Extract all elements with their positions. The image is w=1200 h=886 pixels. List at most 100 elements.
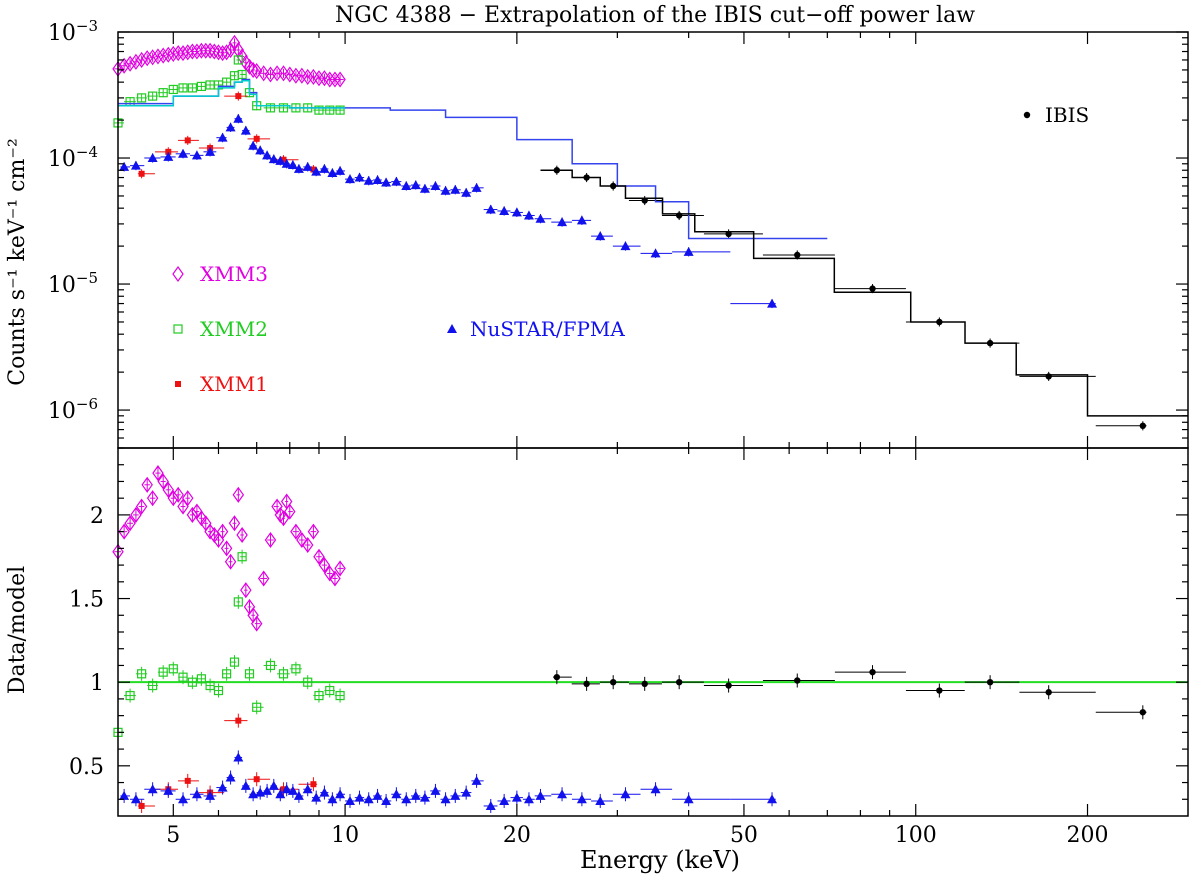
bottom-nustar-fpma-point [191, 789, 202, 799]
bottom-xmm2-point [187, 677, 197, 687]
bottom-xmm3-point [240, 582, 252, 599]
y-axis-label-top: Counts s⁻¹ keV⁻¹ cm⁻² [5, 138, 30, 386]
bottom-xmm3-point [224, 553, 237, 570]
top-xmm2-point [158, 88, 168, 98]
bottom-nustar-fpma-point [440, 794, 451, 804]
top-nustar-fpma-point [372, 174, 383, 184]
top-nustar-fpma-point [130, 160, 141, 170]
top-nustar-fpma-point [535, 213, 546, 223]
top-xmm3-point [172, 45, 184, 62]
top-xmm2-point [237, 69, 247, 80]
bottom-nustar-fpma-point [147, 784, 158, 794]
bottom-xmm2-point [278, 669, 289, 679]
bottom-nustar-fpma-point [327, 794, 338, 804]
legend-marker-xmm1 [175, 381, 181, 387]
top-nustar-fpma-point [240, 125, 251, 135]
bottom-nustar-fpma-point [419, 792, 430, 802]
top-nustar-fpma-point [391, 176, 402, 186]
bottom-nustar-fpma-point [275, 789, 286, 799]
top-xmm3-point [264, 66, 277, 83]
top-nustar-fpma-point [461, 187, 472, 197]
bottom-nustar-fpma-point [225, 772, 236, 782]
top-xmm2-point [178, 83, 188, 93]
bottom-xmm3-point [257, 570, 270, 587]
bottom-xmm2-point [196, 674, 206, 684]
bottom-ibis-point [675, 678, 683, 686]
top-xmm1-point [310, 166, 317, 173]
bottom-nustar-fpma-point [281, 784, 292, 794]
top-nustar-fpma-point [319, 163, 330, 173]
x-tick-label: 20 [503, 823, 531, 848]
bottom-nustar-fpma-point [576, 794, 587, 804]
bottom-xmm1-point [184, 777, 191, 784]
bottom-xmm3-point [182, 490, 194, 507]
top-xmm3-point [200, 42, 212, 59]
top-xmm3-point [135, 51, 148, 68]
bottom-nustar-fpma-point [401, 794, 412, 804]
bottom-nustar-fpma-point [205, 790, 216, 800]
top-xmm3-point [257, 65, 270, 82]
legend-label-nustar: NuSTAR/FPMA [470, 317, 625, 341]
bottom-xmm3-point [250, 615, 263, 632]
bottom-xmm2-point [205, 680, 215, 691]
bottom-xmm3-point [324, 565, 336, 582]
top-model-line-2 [540, 169, 1188, 417]
bottom-nustar-fpma-point [767, 794, 778, 804]
top-xmm3-point [334, 71, 346, 88]
bottom-nustar-fpma-point [620, 789, 631, 799]
bottom-xmm3-point [141, 476, 153, 493]
top-nustar-fpma-point [327, 168, 338, 178]
top-xmm3-point [177, 45, 189, 62]
bottom-xmm3-point [216, 523, 229, 540]
y-tick-label-bottom: 1.5 [69, 588, 104, 613]
bottom-xmm3-point [146, 490, 159, 507]
bottom-xmm2-point [229, 657, 240, 667]
top-nustar-fpma-point [344, 174, 355, 184]
bottom-nustar-fpma-point [354, 792, 365, 802]
bottom-nustar-fpma-point [683, 794, 694, 804]
bottom-xmm3-point [172, 486, 184, 503]
top-nustar-fpma-point [311, 166, 322, 176]
bottom-nustar-fpma-point [410, 790, 421, 800]
top-nustar-fpma-point [287, 160, 298, 170]
top-nustar-fpma-point [262, 150, 273, 160]
bottom-xmm3-point [124, 515, 136, 532]
bottom-xmm2-point [233, 597, 243, 607]
top-xmm2-point [196, 81, 206, 92]
top-xmm3-point [141, 50, 153, 67]
bottom-xmm2-point [222, 669, 232, 679]
bottom-nustar-fpma-point [178, 794, 189, 804]
top-xmm3-point [157, 47, 169, 64]
top-nustar-fpma-point [450, 184, 461, 194]
bottom-nustar-fpma-point [450, 790, 461, 800]
y-tick-label-top: 10−5 [48, 269, 98, 298]
y-tick-label-top: 10−6 [48, 395, 98, 424]
top-panel-frame [117, 31, 1189, 449]
top-xmm3-point [212, 44, 225, 61]
bottom-nustar-fpma-point [485, 800, 496, 810]
top-xmm3-point [208, 43, 221, 60]
top-xmm3-point [191, 43, 203, 60]
top-nustar-fpma-point [217, 132, 228, 142]
top-xmm1-point [280, 156, 287, 163]
bottom-nustar-fpma-point [287, 785, 298, 795]
top-nustar-fpma-point [302, 161, 313, 171]
top-xmm2-point [278, 103, 289, 113]
bottom-xmm1-point [310, 781, 317, 788]
top-xmm3-point [162, 46, 175, 63]
bottom-xmm3-point [277, 510, 290, 527]
top-xmm3-point [224, 41, 237, 59]
top-nustar-fpma-point [233, 113, 244, 123]
bottom-xmm2-point [303, 677, 313, 687]
top-xmm1-point [138, 170, 145, 177]
bottom-xmm3-point [228, 515, 241, 532]
bottom-xmm2-point [178, 672, 188, 682]
legend-marker-ibis [1023, 111, 1031, 119]
bottom-nustar-fpma-point [233, 752, 244, 762]
legend-label-ibis: IBIS [1045, 103, 1089, 127]
top-nustar-fpma-point [205, 146, 216, 156]
bottom-nustar-fpma-point [461, 787, 472, 797]
bottom-xmm2-point [148, 680, 158, 691]
top-xmm1-point [184, 137, 191, 144]
bottom-nustar-fpma-point [535, 790, 546, 800]
